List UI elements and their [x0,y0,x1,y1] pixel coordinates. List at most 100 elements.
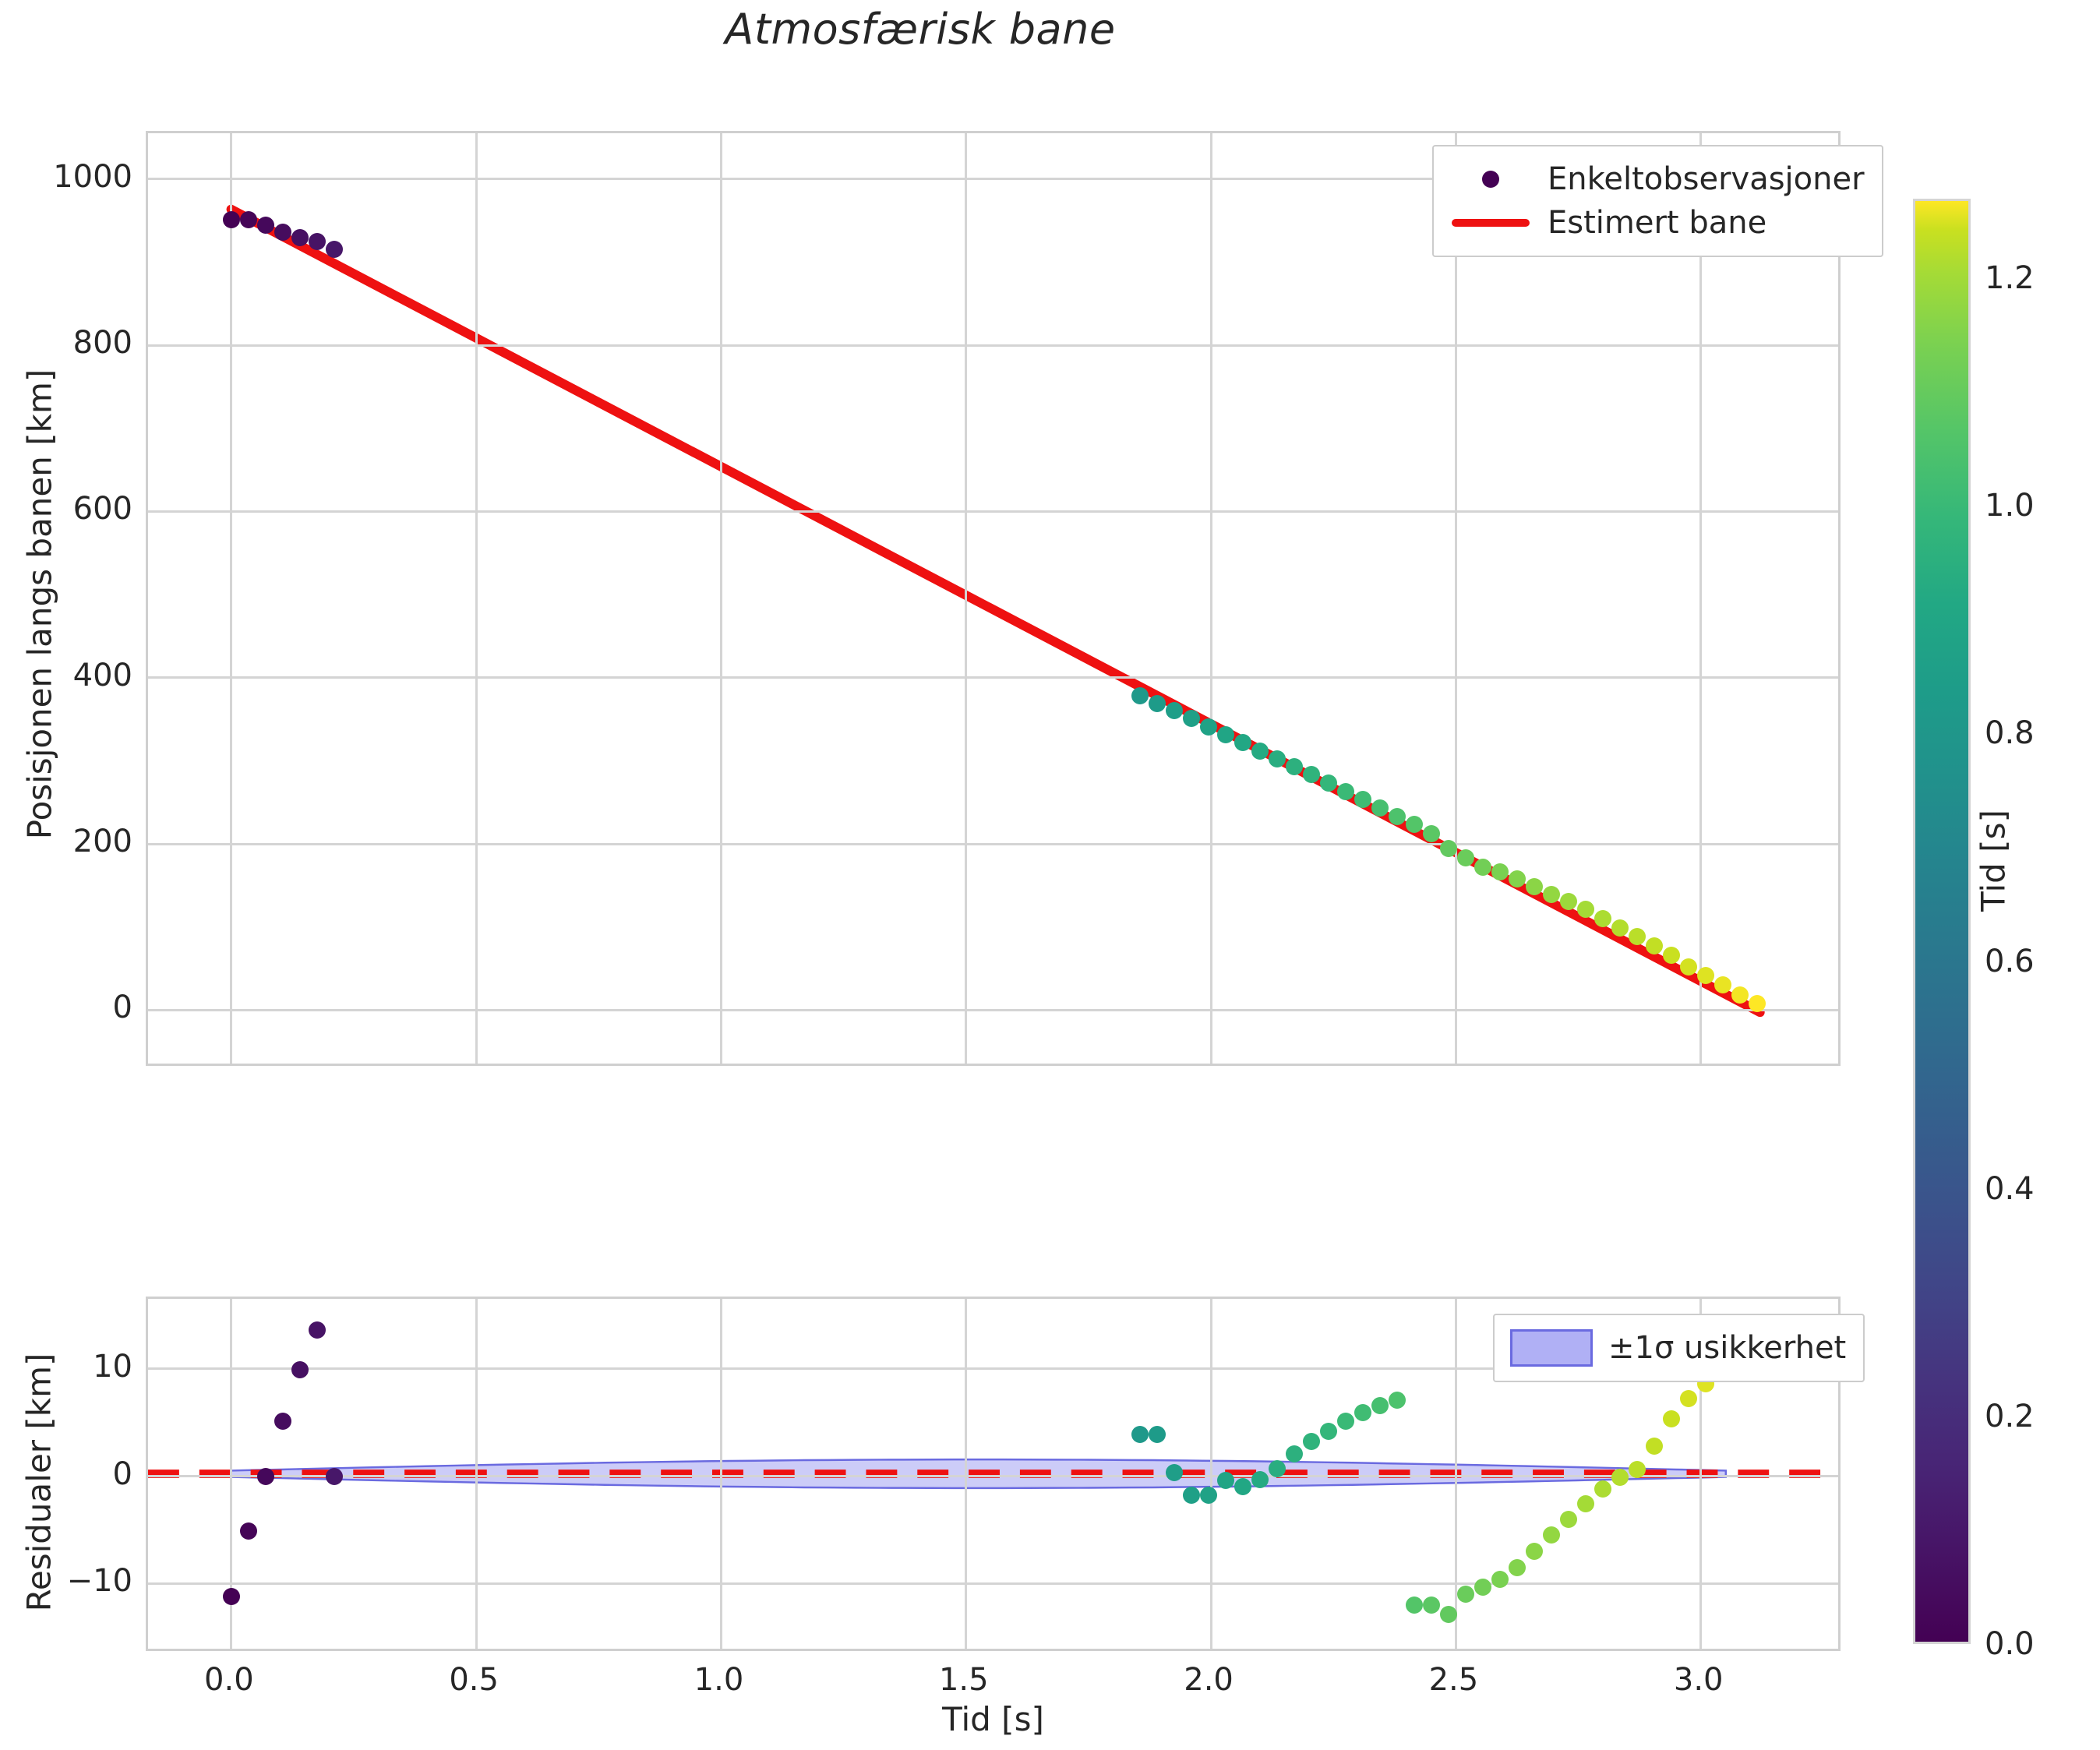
residual-point [1422,1596,1440,1614]
residual-point [291,1361,309,1378]
colorbar-tick-label: 0.4 [1985,1170,2035,1207]
scatter-point [1456,849,1474,867]
residual-point [1319,1422,1337,1440]
residual-point [1576,1495,1594,1513]
gridline-vertical [230,133,233,1064]
residual-point [256,1467,274,1485]
scatter-point [1336,782,1354,800]
scatter-point [1285,757,1303,775]
legend-item-observations: Enkeltobservasjoner [1448,157,1865,201]
gridline-vertical [965,133,968,1064]
gridline-vertical [719,133,722,1064]
colorbar-tick-label: 0.0 [1985,1626,2035,1662]
main-plot-legend: Enkeltobservasjoner Estimert bane [1432,145,1883,257]
gridline-vertical [475,1299,478,1649]
band-patch-icon [1509,1329,1594,1367]
scatter-point [1491,863,1509,881]
gridline-vertical [1699,133,1703,1064]
residual-point [222,1587,240,1605]
y-tick-label: 0 [112,990,132,1026]
residual-point [308,1321,326,1339]
x-tick-label: 1.5 [938,1662,989,1698]
colorbar-tick-label: 1.0 [1985,488,2035,524]
scatter-point [256,217,274,235]
gridline-horizontal [148,178,1838,181]
residual-point [1199,1487,1217,1505]
residual-point [1439,1606,1457,1624]
y-tick-label: 400 [72,657,132,693]
residual-point [1336,1413,1354,1431]
legend-item-estimated-path: Estimert bane [1448,201,1865,245]
residual-point [1182,1487,1200,1505]
residual-point [1491,1570,1509,1588]
scatter-point [1182,709,1200,727]
scatter-point [1611,919,1629,937]
main-plot-area [148,133,1838,1064]
x-tick-label: 2.0 [1184,1662,1234,1698]
scatter-point [1405,816,1423,834]
gridline-vertical [475,133,478,1064]
gridline-vertical [1454,1299,1457,1649]
residual-point [325,1467,343,1485]
gridline-horizontal [148,1582,1838,1585]
gridline-horizontal [148,344,1838,347]
residual-y-tick-labels: −10 0 10 [8,1297,132,1651]
residual-point [1148,1425,1166,1443]
x-tick-label: 3.0 [1673,1662,1724,1698]
residual-point [1234,1478,1251,1496]
scatter-point [1148,694,1166,712]
residual-point [274,1413,291,1431]
colorbar-gradient [1913,199,1971,1644]
gridline-horizontal [148,1008,1838,1011]
gridline-horizontal [148,842,1838,845]
gridline-vertical [1209,1299,1212,1649]
y-tick-label: 1000 [53,158,132,195]
scatter-point [1542,886,1560,904]
scatter-point [1422,825,1440,843]
scatter-point [1576,901,1594,919]
scatter-point [1216,726,1234,744]
gridline-horizontal [148,1475,1838,1477]
residual-point [1371,1396,1389,1414]
y-tick-label: 800 [72,325,132,361]
residual-point [1354,1404,1371,1422]
scatter-point [1165,702,1183,720]
scatter-point [239,210,257,228]
scatter-point [1439,840,1457,858]
estimated-trajectory-line [226,204,1765,1018]
residual-point [1679,1390,1697,1408]
gridline-vertical [1699,1299,1703,1649]
scatter-point [1645,937,1663,955]
gridline-vertical [230,1299,233,1649]
zero-reference-line [148,1458,1838,1490]
colorbar-tick-label: 1.2 [1985,260,2035,297]
x-tick-label: 2.5 [1428,1662,1479,1698]
residual-point [1559,1510,1577,1528]
y-tick-label: 600 [72,491,132,527]
scatter-point [1731,986,1749,1004]
scatter-point [222,210,240,228]
scatter-point [1474,858,1491,876]
y-tick-label: 0 [112,1455,132,1492]
residual-plot-legend: ±1σ usikkerhet [1493,1314,1865,1382]
scatter-point [1559,892,1577,910]
residual-point [1611,1468,1629,1486]
scatter-point [1696,966,1714,984]
residual-point [1508,1558,1526,1576]
residual-plot-area [148,1299,1838,1649]
scatter-marker-icon [1448,171,1534,188]
scatter-point [274,223,291,241]
residual-point [1165,1464,1183,1482]
scatter-point [1354,791,1371,809]
scatter-point [1748,994,1766,1012]
colorbar-tick-label: 0.2 [1985,1398,2035,1434]
scatter-point [1268,750,1286,768]
gridline-vertical [719,1299,722,1649]
residual-point [1388,1391,1406,1409]
legend-item-uncertainty: ±1σ usikkerhet [1509,1326,1846,1370]
scatter-point [1302,766,1320,784]
y-tick-label: 10 [93,1348,132,1385]
figure-title: Atmosfærisk bane [725,5,1116,54]
residual-point [1405,1596,1423,1614]
